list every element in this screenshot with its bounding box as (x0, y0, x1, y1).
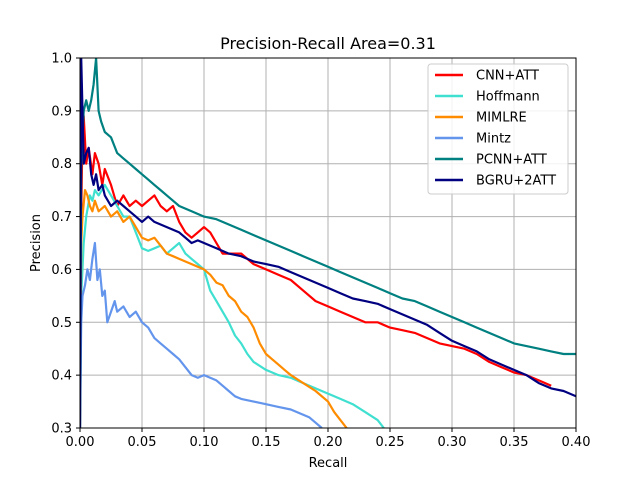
series-lines (80, 58, 576, 428)
x-tick-label: 0.15 (252, 435, 281, 450)
x-tick-label: 0.10 (190, 435, 219, 450)
series-line-mintz (80, 241, 323, 428)
y-tick-label: 0.6 (51, 263, 72, 278)
x-axis-ticks: 0.00 0.05 0.10 0.15 0.20 0.25 0.30 0.35 0.40 (66, 428, 591, 450)
legend-label: CNN+ATT (476, 69, 539, 84)
x-tick-label: 0.30 (438, 435, 467, 450)
y-axis-label: Precision (29, 214, 44, 272)
y-tick-label: 0.3 (51, 422, 72, 437)
x-tick-label: 0.35 (500, 435, 529, 450)
y-tick-label: 0.9 (51, 104, 72, 119)
y-tick-label: 0.7 (51, 210, 72, 225)
x-tick-label: 0.25 (376, 435, 405, 450)
x-tick-label: 0.00 (66, 435, 95, 450)
x-axis-label: Recall (309, 456, 348, 471)
y-tick-label: 0.4 (51, 369, 72, 384)
legend-label: BGRU+2ATT (476, 174, 556, 189)
series-line-cnn-att (80, 115, 552, 387)
chart-title: Precision-Recall Area=0.31 (220, 34, 436, 53)
legend-label: Mintz (476, 132, 511, 147)
legend-label: PCNN+ATT (476, 153, 547, 168)
series-line-mimlre (80, 189, 348, 428)
legend: CNN+ATT Hoffmann MIMLRE Mintz PCNN+ATT BGRU+2… (427, 63, 569, 195)
series-line-bgru-2att (80, 58, 576, 428)
y-tick-label: 1.0 (51, 52, 72, 67)
x-tick-label: 0.20 (314, 435, 343, 450)
y-tick-label: 0.8 (51, 157, 72, 172)
x-tick-label: 0.40 (562, 435, 591, 450)
legend-label: Hoffmann (476, 90, 540, 105)
series-line-pcnn-att (80, 58, 576, 428)
y-axis-ticks: 0.3 0.4 0.5 0.6 0.7 0.8 0.9 1.0 (51, 52, 80, 437)
legend-label: MIMLRE (476, 111, 527, 126)
x-tick-label: 0.05 (128, 435, 157, 450)
y-tick-label: 0.5 (51, 316, 72, 331)
